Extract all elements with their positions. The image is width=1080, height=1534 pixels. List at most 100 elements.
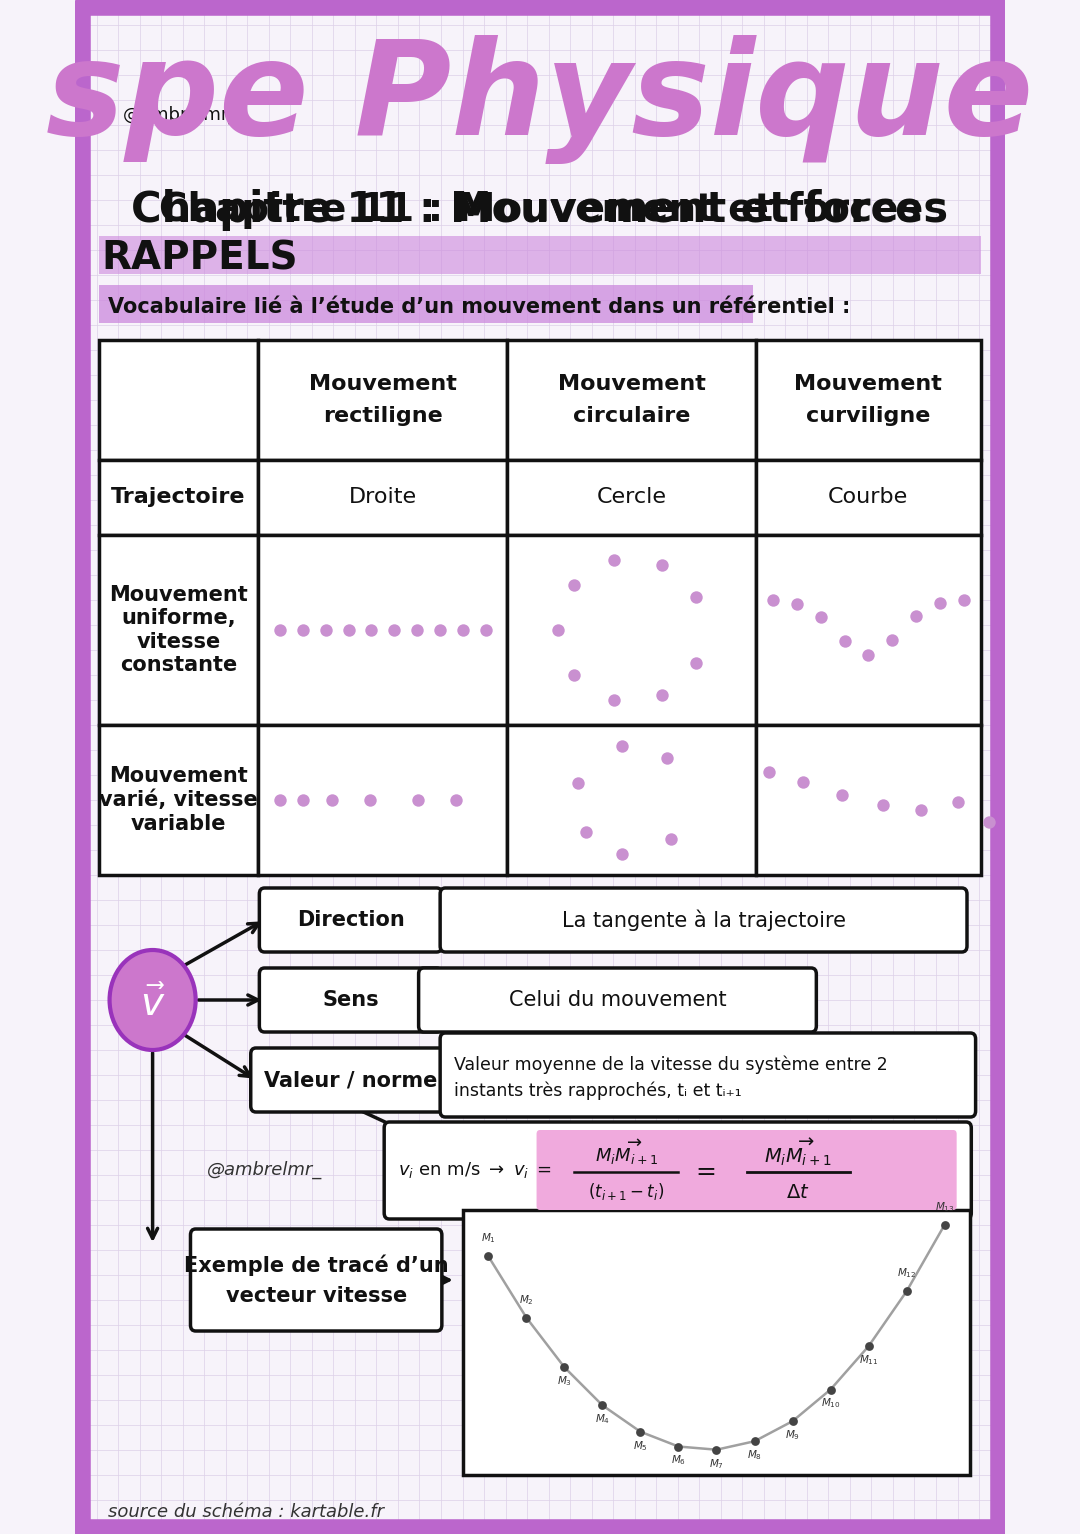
Text: $(t_{i+1}-t_i)$: $(t_{i+1}-t_i)$ (588, 1181, 664, 1203)
Point (613, 733, 631, 758)
Point (760, 759, 778, 784)
Point (784, 1408, 801, 1433)
FancyBboxPatch shape (99, 535, 258, 726)
FancyBboxPatch shape (258, 341, 508, 460)
Point (363, 618, 380, 643)
Text: $v_i$ en m/s $\rightarrow$ $v_i$ $=$: $v_i$ en m/s $\rightarrow$ $v_i$ $=$ (397, 1160, 552, 1180)
FancyBboxPatch shape (258, 460, 508, 535)
Point (550, 618, 567, 643)
Point (955, 588, 972, 612)
Point (659, 746, 676, 770)
Point (688, 584, 705, 609)
Point (362, 788, 379, 813)
Text: Chapitre 11 : Mouvement et forces: Chapitre 11 : Mouvement et forces (132, 189, 948, 232)
FancyBboxPatch shape (441, 1032, 975, 1117)
Point (448, 788, 465, 813)
Text: $M_{13}$: $M_{13}$ (935, 1200, 955, 1213)
Point (936, 1212, 954, 1236)
Text: Mouvement
uniforme,
vitesse
constante: Mouvement uniforme, vitesse constante (109, 584, 247, 675)
Point (707, 1437, 725, 1462)
Point (271, 788, 288, 813)
Text: Mouvement
curviligne: Mouvement curviligne (795, 374, 943, 426)
Point (662, 827, 679, 851)
Point (653, 552, 671, 577)
FancyBboxPatch shape (99, 341, 258, 460)
Point (594, 1393, 611, 1417)
FancyBboxPatch shape (251, 1048, 450, 1112)
Text: $M_7$: $M_7$ (708, 1457, 724, 1471)
FancyBboxPatch shape (441, 888, 967, 953)
Point (569, 770, 586, 795)
Point (812, 604, 829, 629)
Point (765, 588, 782, 612)
Point (578, 821, 595, 845)
Point (295, 788, 312, 813)
Point (613, 842, 631, 867)
Point (913, 798, 930, 822)
Text: $M_3$: $M_3$ (557, 1374, 572, 1388)
FancyBboxPatch shape (508, 535, 756, 726)
FancyBboxPatch shape (756, 460, 981, 535)
Text: Mouvement
varié, vitesse
variable: Mouvement varié, vitesse variable (99, 767, 258, 833)
Text: Exemple de tracé d’un
vecteur vitesse: Exemple de tracé d’un vecteur vitesse (184, 1255, 448, 1305)
Text: $M_1$: $M_1$ (481, 1232, 496, 1246)
Text: Trajectoire: Trajectoire (111, 486, 245, 508)
Point (931, 591, 948, 615)
Point (688, 650, 705, 675)
Text: $M_{10}$: $M_{10}$ (821, 1396, 840, 1410)
Text: RAPPELS: RAPPELS (100, 239, 298, 278)
Text: Vocabulaire lié à l’étude d’un mouvement dans un référentiel :: Vocabulaire lié à l’étude d’un mouvement… (108, 298, 850, 318)
Circle shape (109, 950, 195, 1049)
Text: $M_9$: $M_9$ (785, 1428, 800, 1442)
Point (408, 618, 426, 643)
Text: $M_2$: $M_2$ (519, 1293, 534, 1307)
Text: Droite: Droite (349, 486, 417, 508)
Text: Mouvement
circulaire: Mouvement circulaire (557, 374, 705, 426)
Point (318, 618, 335, 643)
Point (875, 793, 892, 818)
Text: Celui du mouvement: Celui du mouvement (509, 989, 726, 1009)
Point (565, 663, 582, 687)
Point (670, 1434, 687, 1459)
Point (323, 788, 340, 813)
Text: $\overrightarrow{M_i M_{i+1}}$: $\overrightarrow{M_i M_{i+1}}$ (595, 1137, 658, 1167)
FancyBboxPatch shape (756, 341, 981, 460)
FancyBboxPatch shape (384, 1121, 971, 1220)
Point (480, 1244, 497, 1269)
Text: Direction: Direction (297, 910, 405, 930)
Point (822, 1378, 839, 1402)
Point (860, 643, 877, 667)
FancyBboxPatch shape (99, 285, 754, 324)
Point (883, 627, 901, 652)
FancyBboxPatch shape (462, 1210, 971, 1476)
Text: $\vec{v}$: $\vec{v}$ (140, 986, 165, 1025)
Text: Cercle: Cercle (596, 486, 666, 508)
Point (788, 592, 806, 617)
FancyBboxPatch shape (258, 535, 508, 726)
FancyBboxPatch shape (508, 341, 756, 460)
Text: Mouvement
rectiligne: Mouvement rectiligne (309, 374, 457, 426)
FancyBboxPatch shape (259, 968, 442, 1032)
Text: Sens: Sens (322, 989, 379, 1009)
Point (565, 574, 582, 598)
Point (897, 1279, 915, 1304)
Text: Courbe: Courbe (828, 486, 908, 508)
Text: $M_{12}$: $M_{12}$ (896, 1267, 916, 1281)
Point (653, 683, 671, 707)
Point (836, 629, 853, 653)
FancyBboxPatch shape (508, 460, 756, 535)
Point (746, 1430, 764, 1454)
Text: Valeur / norme: Valeur / norme (264, 1071, 437, 1091)
Point (271, 618, 288, 643)
Text: $M_8$: $M_8$ (747, 1448, 762, 1462)
Text: spe Physique: spe Physique (46, 35, 1034, 164)
Point (340, 618, 357, 643)
Text: $M_5$: $M_5$ (633, 1439, 648, 1453)
Point (431, 618, 448, 643)
Point (949, 790, 967, 815)
Point (556, 1355, 573, 1379)
FancyBboxPatch shape (99, 236, 981, 275)
Point (517, 1305, 535, 1330)
Point (455, 618, 472, 643)
Point (860, 1335, 877, 1359)
